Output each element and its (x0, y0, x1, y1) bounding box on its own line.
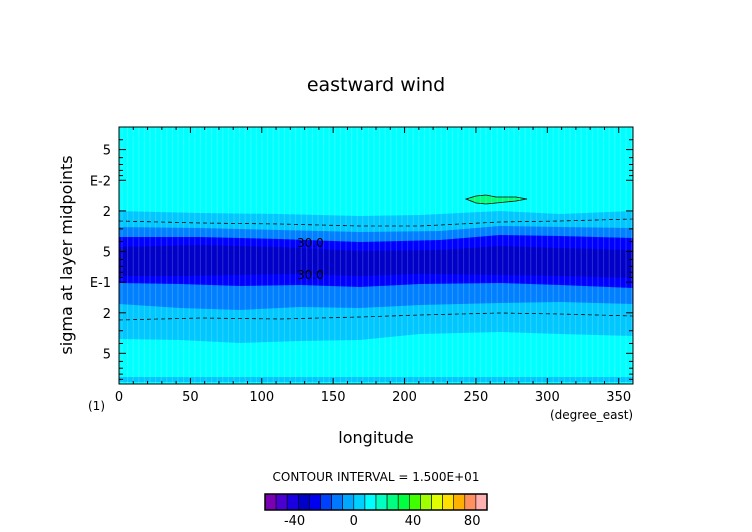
colorbar-swatch (275, 493, 288, 511)
y-multiplier-label: (1) (88, 399, 105, 413)
colorbar-swatch (420, 493, 432, 511)
colorbar-swatch (442, 493, 455, 511)
colorbar-swatch (353, 493, 366, 511)
contour-island-negative (464, 194, 528, 205)
contour-interval-label: CONTOUR INTERVAL = 1.500E+01 (273, 470, 480, 484)
colorbar-swatch (475, 493, 488, 511)
colorbar-swatch (464, 493, 477, 511)
x-tick-label: 50 (182, 390, 199, 405)
y-tick-label: 5 (103, 347, 111, 362)
colorbar-tick-label: -40 (284, 514, 305, 529)
y-axis: 5 E-2 2 5 E-1 2 5 (90, 126, 633, 380)
colorbar-swatch (375, 493, 388, 511)
x-tick-label: 250 (464, 390, 489, 405)
colorbar-swatch (431, 493, 443, 511)
colorbar-tick-label: 80 (464, 514, 481, 529)
colorbar-tick-label: 0 (350, 514, 358, 529)
colorbar-swatch (453, 493, 466, 511)
x-tick-label: 150 (321, 390, 346, 405)
x-tick-label: 200 (392, 390, 417, 405)
x-axis-label: longitude (338, 428, 413, 447)
colorbar-swatch (397, 493, 410, 511)
x-tick-label: 300 (535, 390, 560, 405)
colorbar-swatch (386, 493, 399, 511)
y-tick-label: E-2 (90, 174, 111, 189)
colorbar-swatch (408, 493, 421, 511)
chart-title: eastward wind (307, 74, 445, 96)
y-tick-label: 5 (103, 245, 111, 260)
grid-lines (121, 127, 633, 384)
colorbar-swatch (264, 493, 277, 511)
colorbar-swatch (342, 493, 355, 511)
plot-area (119, 127, 633, 384)
y-tick-label: 2 (103, 205, 111, 220)
y-tick-label: 2 (103, 307, 111, 322)
contour-band-bottom (119, 377, 633, 382)
colorbar-frame (264, 493, 488, 511)
x-units-label: (degree_east) (550, 408, 633, 422)
x-tick-label: 100 (249, 390, 274, 405)
colorbar-swatch (364, 493, 377, 511)
colorbar-swatch (309, 493, 321, 511)
x-tick-label: 0 (115, 390, 123, 405)
contour-label: 30.0 (297, 268, 324, 282)
colorbar-swatch (331, 493, 344, 511)
x-tick-label: 350 (606, 390, 631, 405)
contour-line-dashed-upper (119, 218, 633, 227)
y-axis-label: sigma at layer midpoints (57, 155, 76, 354)
y-tick-label: 5 (103, 144, 111, 159)
contour-line-dashed-lower (119, 312, 633, 321)
x-axis: 0 50 100 150 200 250 300 350 (115, 127, 631, 405)
contour-band-60-75 (119, 245, 633, 278)
colorbar-swatch (320, 493, 332, 511)
y-tick-label: E-1 (90, 276, 111, 291)
colorbar-tick-label: 40 (405, 514, 422, 529)
colorbar-swatch (286, 493, 299, 511)
contour-label: 30.0 (297, 236, 324, 250)
colorbar-swatch (297, 493, 310, 511)
colorbar: -40 0 40 80 (264, 493, 488, 529)
